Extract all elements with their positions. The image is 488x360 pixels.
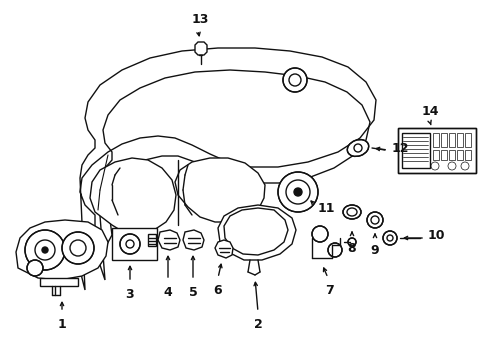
- Bar: [397, 128, 475, 173]
- Bar: [464, 133, 470, 147]
- Circle shape: [283, 68, 306, 92]
- Polygon shape: [183, 230, 203, 250]
- Bar: [432, 150, 438, 160]
- Polygon shape: [195, 42, 206, 55]
- Bar: [448, 150, 454, 160]
- Text: 3: 3: [125, 288, 134, 301]
- Circle shape: [366, 212, 382, 228]
- Bar: [440, 133, 446, 147]
- Bar: [401, 133, 429, 168]
- Bar: [397, 128, 475, 173]
- Circle shape: [278, 172, 317, 212]
- Ellipse shape: [346, 140, 368, 156]
- Text: 13: 13: [191, 13, 208, 26]
- Text: 7: 7: [325, 284, 334, 297]
- Bar: [448, 133, 454, 147]
- Text: 5: 5: [188, 286, 197, 299]
- Circle shape: [327, 243, 341, 257]
- Text: 4: 4: [163, 286, 172, 299]
- Text: 11: 11: [317, 202, 335, 215]
- Text: 8: 8: [347, 242, 356, 255]
- Polygon shape: [16, 220, 108, 280]
- Text: 2: 2: [253, 318, 262, 331]
- Circle shape: [293, 188, 302, 196]
- Circle shape: [120, 234, 140, 254]
- Bar: [112, 228, 157, 260]
- Bar: [432, 133, 438, 147]
- Circle shape: [311, 226, 327, 242]
- Bar: [40, 278, 78, 286]
- Bar: [456, 133, 462, 147]
- Circle shape: [27, 260, 43, 276]
- Text: 9: 9: [370, 244, 379, 257]
- Polygon shape: [158, 230, 180, 250]
- Polygon shape: [175, 158, 264, 222]
- Polygon shape: [218, 205, 295, 260]
- Circle shape: [42, 247, 48, 253]
- Polygon shape: [90, 158, 176, 235]
- Bar: [456, 150, 462, 160]
- Bar: [148, 234, 156, 246]
- Polygon shape: [215, 240, 232, 258]
- Bar: [440, 150, 446, 160]
- Circle shape: [382, 231, 396, 245]
- Text: 14: 14: [420, 105, 438, 118]
- Bar: [464, 150, 470, 160]
- Circle shape: [25, 230, 65, 270]
- Text: 1: 1: [58, 318, 66, 331]
- Text: 10: 10: [427, 229, 445, 242]
- Circle shape: [62, 232, 94, 264]
- Text: 6: 6: [213, 284, 222, 297]
- Polygon shape: [80, 48, 375, 290]
- Circle shape: [347, 238, 355, 246]
- Ellipse shape: [342, 205, 360, 219]
- Text: 12: 12: [391, 141, 408, 154]
